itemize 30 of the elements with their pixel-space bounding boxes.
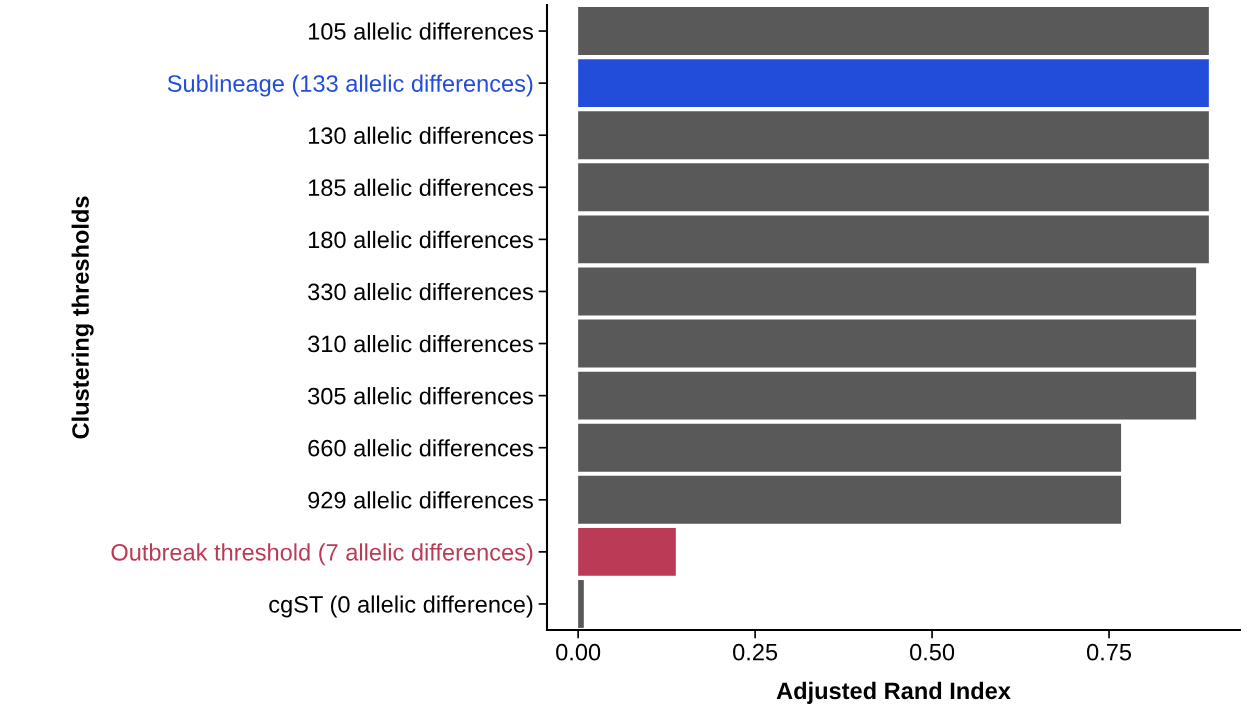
bar [578,475,1122,524]
bar [578,59,1209,108]
x-tick-label: 0.25 [733,643,778,661]
x-tick-label: 0.00 [556,643,601,661]
bar [578,111,1209,160]
y-tick-label: Sublineage (133 allelic differences) [167,74,533,97]
bar [578,215,1209,264]
bar [578,319,1197,368]
y-tick-label: 130 allelic differences [308,126,533,144]
y-tick-label: 310 allelic differences [308,334,533,353]
x-tick-label: 0.75 [1086,643,1132,661]
x-tick-label: 0.50 [910,643,955,661]
y-axis-title: Clustering thresholds [71,196,94,439]
y-tick-label: 305 allelic differences [308,387,533,405]
bar [578,423,1122,472]
y-tick-label: Outbreak threshold (7 allelic differences) [111,543,533,566]
y-tick-label: 180 allelic differences [308,230,533,249]
y-tick-label: 660 allelic differences [308,439,533,457]
y-tick-label: 929 allelic differences [308,491,533,509]
y-tick-label: 185 allelic differences [308,178,533,197]
bar [578,267,1197,316]
x-axis-title: Adjusted Rand Index [776,681,1011,704]
y-tick-label: 330 allelic differences [308,282,533,301]
bar [578,7,1209,55]
y-tick-label: cgST (0 allelic difference) [269,595,533,618]
bar [578,580,584,628]
bar [578,163,1209,212]
y-tick-label: 105 allelic differences [308,22,533,40]
bar [578,527,676,576]
bar [578,371,1197,420]
